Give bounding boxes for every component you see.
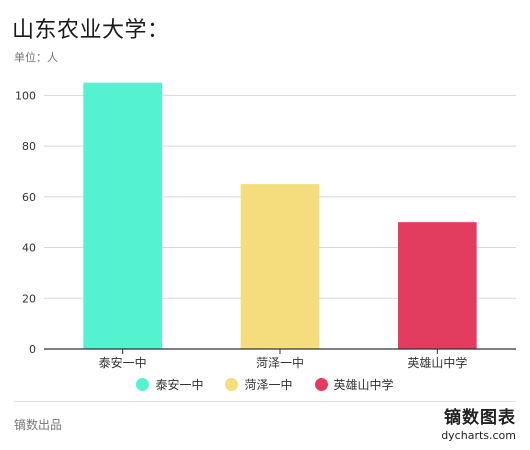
legend-swatch [225,378,239,391]
legend-item[interactable]: 泰安一中 [136,376,203,393]
legend-label: 英雄山中学 [333,378,394,392]
x-tick-label: 英雄山中学 [407,355,467,370]
y-tick-label: 20 [22,292,36,305]
legend-label: 菏泽一中 [244,378,293,392]
legend-item[interactable]: 菏泽一中 [225,376,293,393]
bar-chart: 0 20 40 60 80 100 泰安一中 菏泽一中 英雄山中学 [15,82,516,370]
bar [398,222,477,349]
chart-title: 山东农业大学： [12,18,170,43]
legend-swatch [136,378,150,391]
bar [83,82,162,349]
legend-swatch [314,378,328,391]
chart-unit-label: 单位：人 [14,51,58,64]
y-tick-label: 80 [22,140,36,153]
y-tick-label: 0 [29,343,36,356]
brand-name: 镝数图表 [444,408,516,428]
footer-divider [14,401,516,402]
legend-label: 泰安一中 [155,378,204,392]
footer-source: 镝数出品 [14,418,63,432]
legend-item[interactable]: 英雄山中学 [314,376,394,393]
y-tick-label: 100 [15,89,36,102]
brand-url: dycharts.com [441,429,516,442]
y-tick-label: 60 [22,191,36,204]
bar [240,184,320,349]
brand-logo: 镝数图表 dycharts.com [441,408,516,442]
y-tick-label: 40 [22,242,36,255]
x-tick-label: 菏泽一中 [256,355,304,370]
chart-legend: 泰安一中 菏泽一中 英雄山中学 [0,376,530,393]
x-tick-label: 泰安一中 [99,355,147,370]
